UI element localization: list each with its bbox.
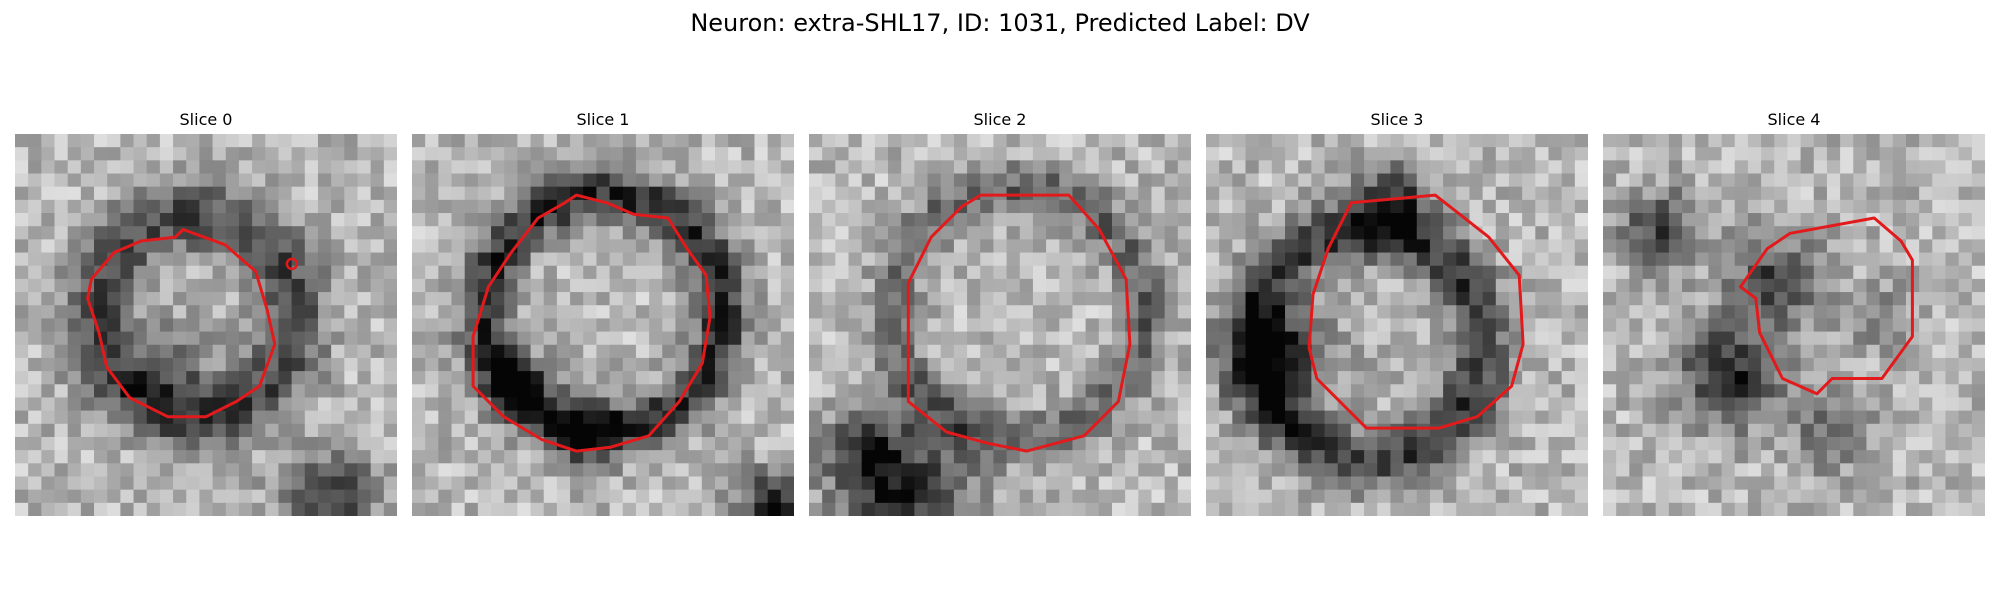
segmentation-contour	[86, 228, 277, 419]
slice-title: Slice 3	[1370, 110, 1424, 129]
slice-image	[809, 134, 1191, 516]
slice-title: Slice 2	[973, 110, 1027, 129]
slice-title: Slice 1	[576, 110, 630, 129]
segmentation-contour-small	[285, 257, 299, 271]
segmentation-contour	[906, 193, 1132, 453]
segmentation-contour	[1739, 216, 1914, 396]
segmentation-contour	[471, 193, 712, 453]
slice-title: Slice 4	[1767, 110, 1821, 129]
slice-image	[412, 134, 794, 516]
slice-image	[1603, 134, 1985, 516]
slice-image	[15, 134, 397, 516]
slice-image	[1206, 134, 1588, 516]
figure-title: Neuron: extra-SHL17, ID: 1031, Predicted…	[690, 9, 1310, 37]
slice-title: Slice 0	[179, 110, 233, 129]
segmentation-contour	[1307, 193, 1525, 430]
